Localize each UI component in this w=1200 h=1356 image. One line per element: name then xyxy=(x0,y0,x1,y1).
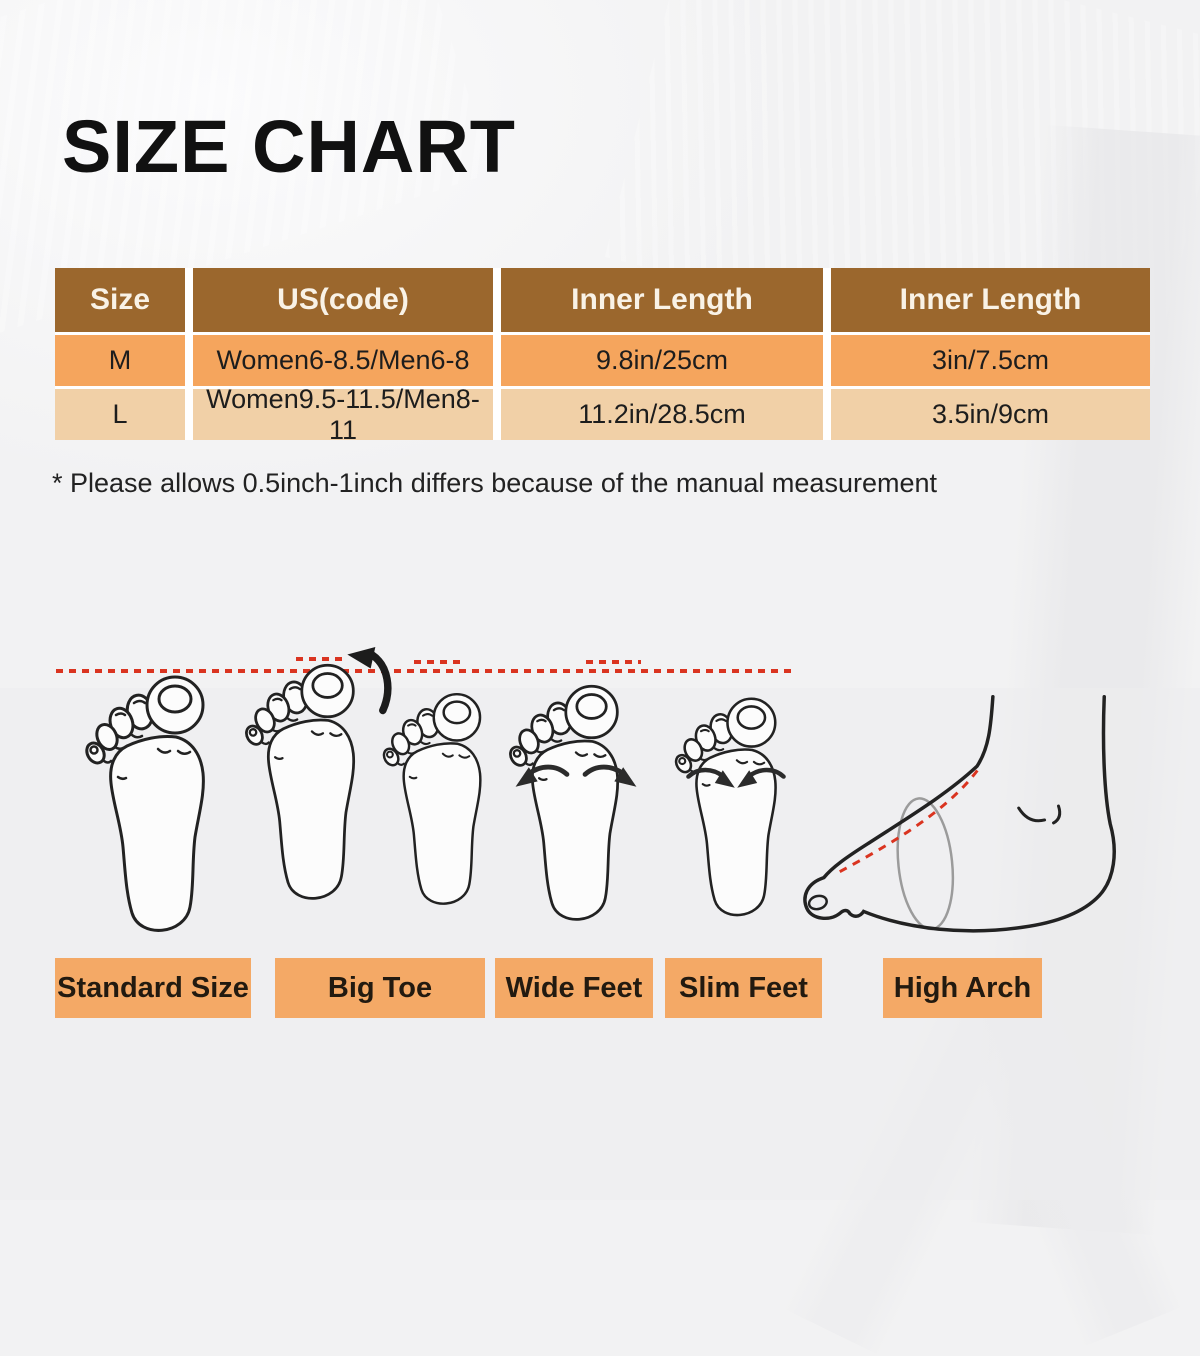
red-dashed-segment xyxy=(414,660,464,664)
row-l-inner-length-1: 11.2in/28.5cm xyxy=(501,389,823,440)
red-dashed-segment xyxy=(586,660,641,664)
slim-arrow-right-icon xyxy=(734,763,790,795)
label-slim-feet: Slim Feet xyxy=(665,958,822,1018)
row-l-us-code: Women9.5-11.5/Men8-11 xyxy=(193,384,493,445)
row-l-size: L xyxy=(55,389,185,440)
label-standard-size: Standard Size xyxy=(55,958,251,1018)
girth-measure-ellipse xyxy=(896,797,955,931)
red-dashed-segment xyxy=(296,657,348,661)
measurement-note: * Please allows 0.5inch-1inch differs be… xyxy=(52,468,938,498)
header-inner-length-1: Inner Length xyxy=(501,268,823,332)
row-l-inner-length-2: 3.5in/9cm xyxy=(831,389,1150,440)
label-big-toe: Big Toe xyxy=(275,958,485,1018)
high-arch-foot-icon xyxy=(803,694,1116,933)
header-size: Size xyxy=(55,268,185,332)
standard-foot-icon xyxy=(81,675,205,932)
header-us-code: US(code) xyxy=(193,268,493,332)
row-m-us-code: Women6-8.5/Men6-8 xyxy=(193,335,493,386)
label-high-arch: High Arch xyxy=(883,958,1042,1018)
label-wide-feet: Wide Feet xyxy=(495,958,653,1018)
slim-foot-icon xyxy=(671,697,777,917)
big-toe-arrow-icon xyxy=(338,646,394,718)
row-m-inner-length-2: 3in/7.5cm xyxy=(831,335,1150,386)
wide-foot-icon xyxy=(505,684,620,921)
wide-arrow-left-icon xyxy=(512,760,574,794)
wide-arrow-right-icon xyxy=(578,760,640,794)
red-dashed-toe-line xyxy=(56,669,796,673)
row-m-size: M xyxy=(55,335,185,386)
plain-foot-icon xyxy=(379,692,482,905)
slim-arrow-left-icon xyxy=(682,763,738,795)
size-table: Size US(code) Inner Length Inner Length … xyxy=(55,268,1150,445)
row-m-inner-length-1: 9.8in/25cm xyxy=(501,335,823,386)
page-title: SIZE CHART xyxy=(62,105,516,188)
header-inner-length-2: Inner Length xyxy=(831,268,1150,332)
